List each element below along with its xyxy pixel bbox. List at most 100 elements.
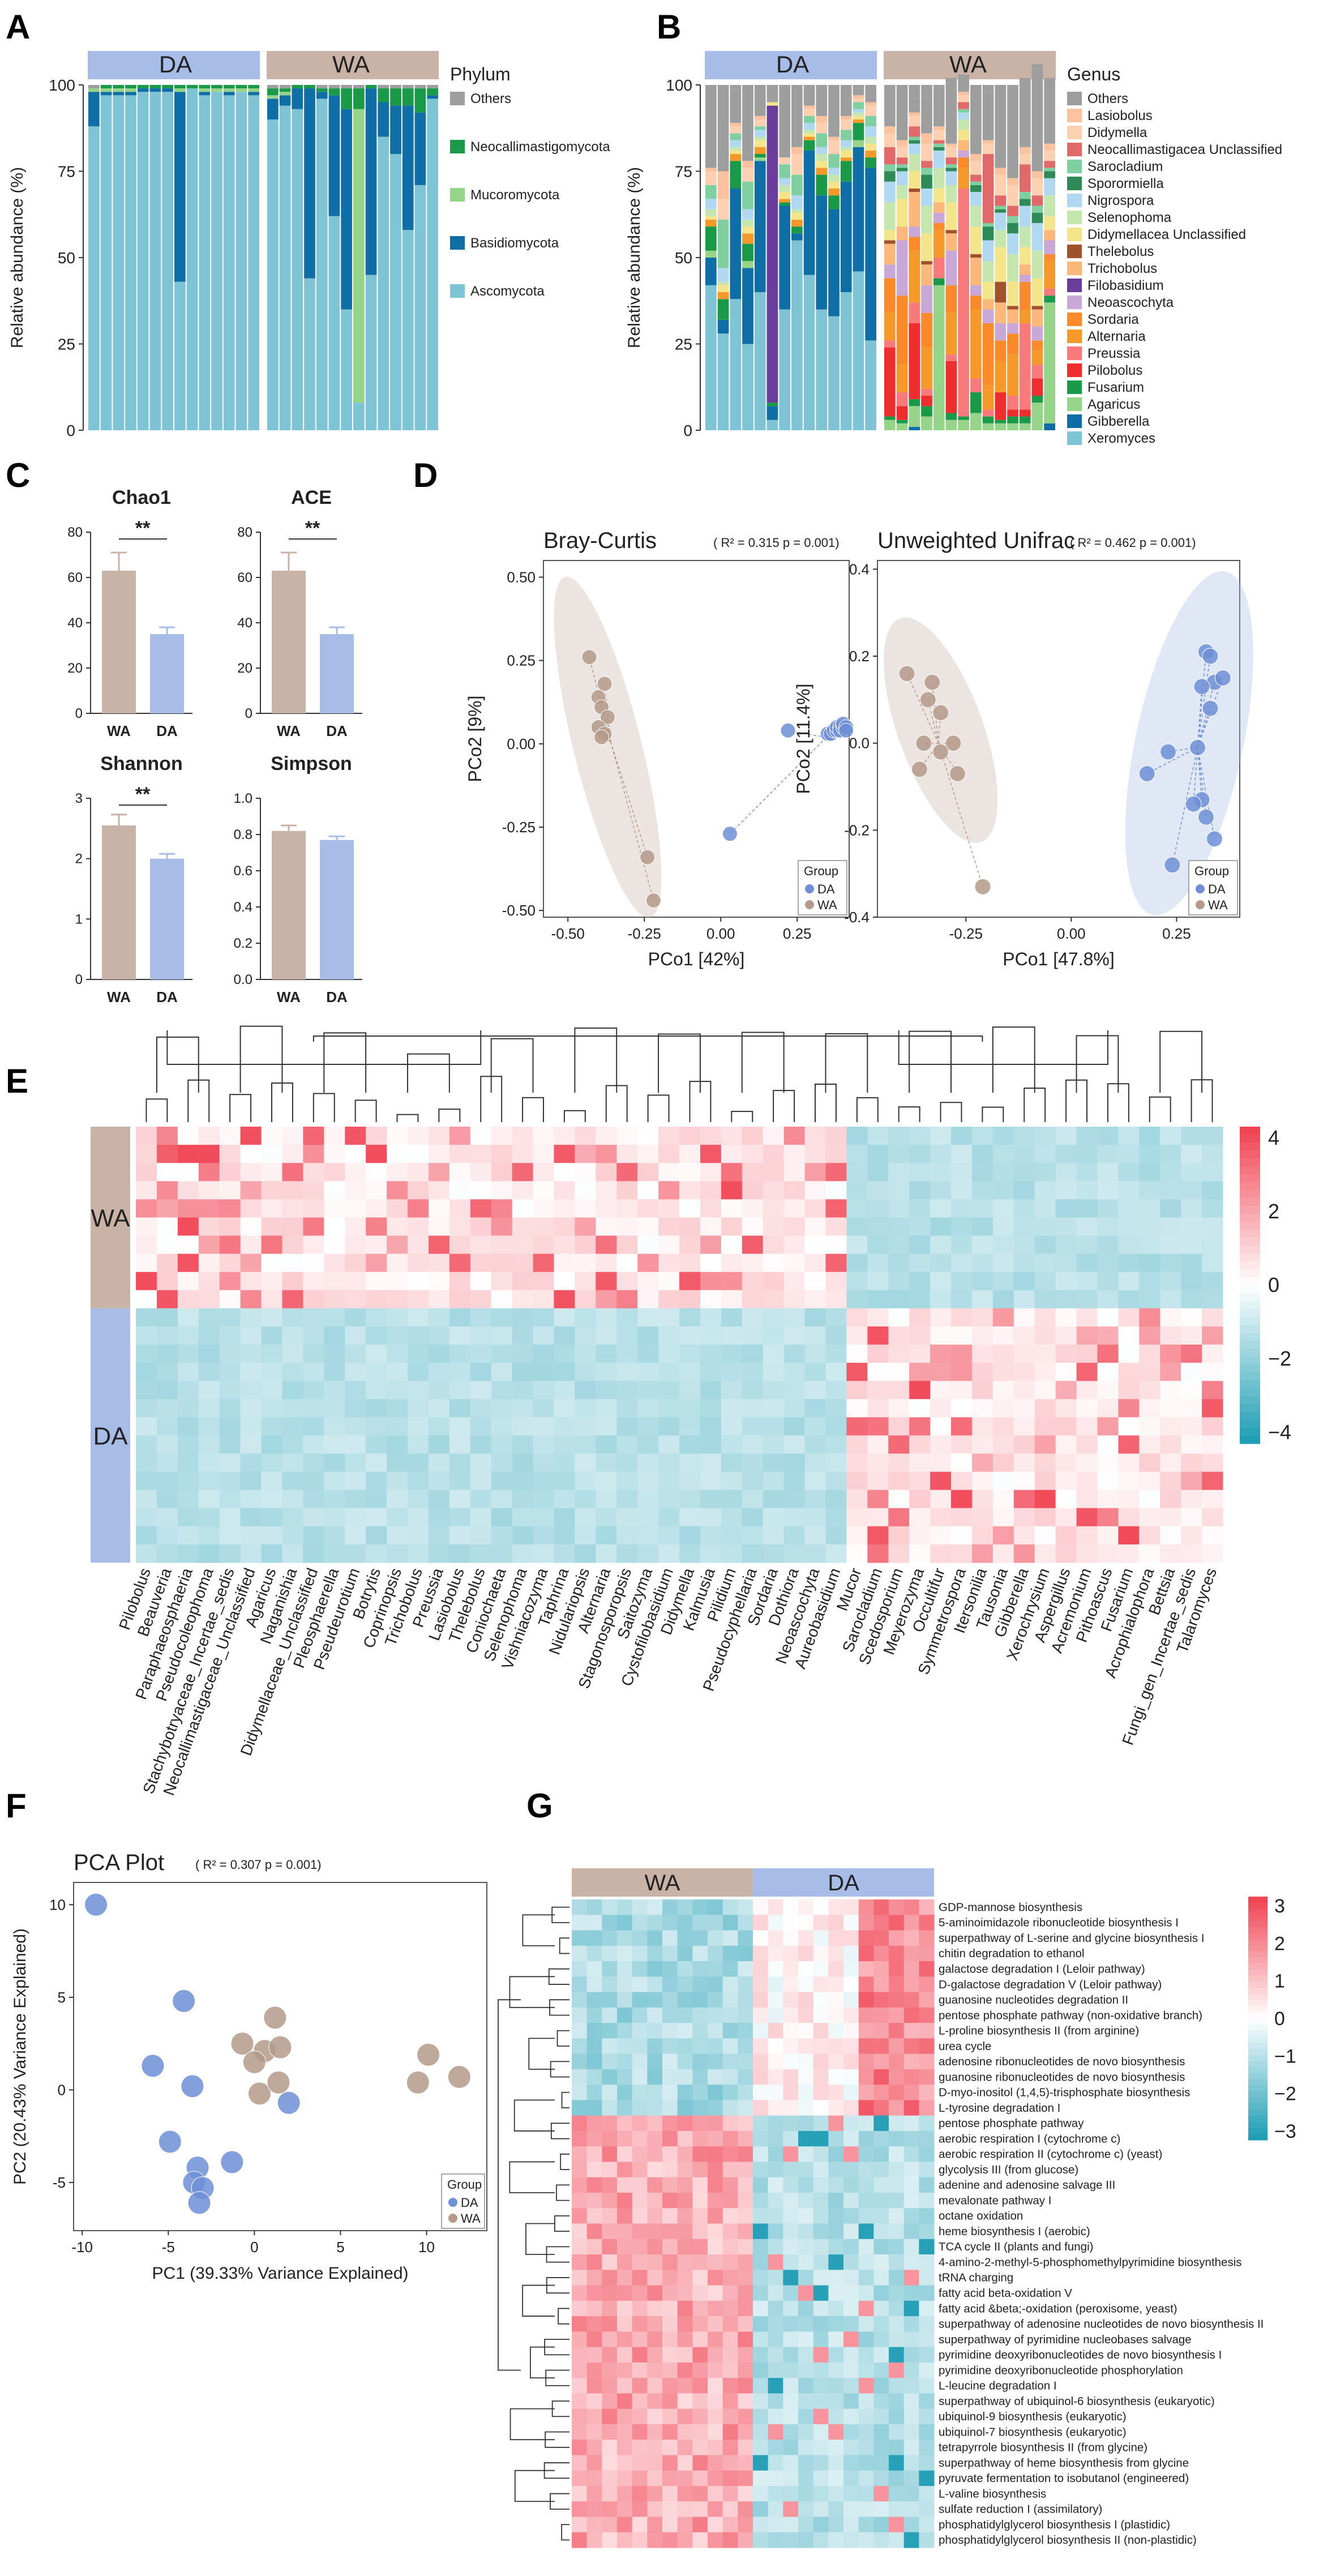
point-da — [158, 2130, 182, 2154]
heatmap-cell — [632, 2100, 648, 2116]
heatmap-cell — [136, 1435, 157, 1454]
heatmap-cell — [303, 1508, 324, 1527]
colorbar-step — [1248, 1897, 1267, 1903]
heatmap-cell — [156, 1326, 178, 1345]
heatmap-cell — [677, 1930, 693, 1946]
heatmap-cell — [596, 1235, 617, 1255]
heatmap-cell — [533, 1453, 554, 1473]
heatmap-cell — [846, 1127, 868, 1145]
heatmap-cell — [804, 1163, 826, 1182]
heatmap-cell — [596, 1526, 617, 1545]
bar-segment-trichobolus — [945, 233, 957, 251]
heatmap-cell — [616, 1363, 638, 1381]
heatmap-cell — [1097, 1127, 1119, 1145]
heatmap-cell — [1013, 1508, 1035, 1527]
heatmap-cell — [708, 2347, 723, 2363]
heatmap-cell — [1034, 1363, 1056, 1381]
heatmap-cell — [596, 1435, 617, 1454]
bar-segment-alternaria — [791, 219, 803, 227]
row-label: adenosine ribonucleotides de novo biosyn… — [939, 2055, 1185, 2068]
heatmap-cell — [679, 1417, 701, 1436]
heatmap-cell — [742, 1526, 764, 1545]
heatmap-cell — [889, 2440, 905, 2455]
bar-segment-didymella — [816, 123, 828, 134]
heatmap-cell — [1202, 1399, 1223, 1418]
heatmap-cell — [992, 1253, 1014, 1273]
heatmap-cell — [662, 1976, 678, 1993]
heatmap-cell — [919, 2532, 935, 2548]
bar-segment-others — [982, 85, 994, 92]
heatmap-cell — [692, 2007, 708, 2023]
heatmap-cell — [637, 1399, 659, 1418]
bar-segment-selenophoma — [779, 185, 790, 192]
heatmap-cell — [679, 1253, 701, 1273]
heatmap-cell — [722, 1992, 738, 2008]
heatmap-cell — [366, 1217, 387, 1236]
heatmap-cell — [873, 2223, 889, 2240]
heatmap-cell — [846, 1453, 868, 1473]
heatmap-cell — [753, 2440, 769, 2455]
heatmap-cell — [677, 2208, 693, 2224]
heatmap-cell — [1055, 1453, 1077, 1473]
heatmap-cell — [345, 1127, 366, 1145]
legend-swatch — [1067, 431, 1082, 445]
heatmap-cell — [1181, 1363, 1202, 1381]
group-label-da: DA — [776, 51, 809, 78]
heatmap-cell — [889, 2362, 905, 2378]
heatmap-cell — [753, 2485, 769, 2502]
bar-segment-neocallimastigacea-unclassified — [896, 157, 908, 165]
panel-d-bray-curtis-pcoa: Bray-Curtis( R² = 0.315 p = 0.001)-0.50-… — [465, 528, 854, 969]
panel-label-c: C — [6, 456, 30, 494]
heatmap-cell — [738, 2393, 753, 2410]
heatmap-cell — [783, 2485, 799, 2502]
heatmap-cell — [240, 1163, 262, 1182]
heatmap-cell — [408, 1544, 429, 1563]
heatmap-cell — [813, 2192, 829, 2209]
legend-swatch — [1067, 143, 1082, 156]
heatmap-cell — [219, 1544, 241, 1563]
heatmap-cell — [763, 1399, 785, 1418]
col-group-da — [753, 1868, 934, 1897]
heatmap-cell — [813, 2470, 829, 2487]
heatmap-cell — [1181, 1235, 1202, 1255]
heatmap-cell — [647, 1945, 663, 1962]
heatmap-cell — [662, 2254, 678, 2270]
heatmap-cell — [1076, 1435, 1098, 1454]
heatmap-cell — [1202, 1453, 1223, 1473]
heatmap-cell — [825, 1235, 847, 1255]
heatmap-cell — [783, 1453, 806, 1473]
bar-segment-sarocladium — [982, 223, 994, 227]
heatmap-cell — [903, 2300, 919, 2317]
heatmap-cell — [662, 2485, 678, 2502]
heatmap-cell — [1139, 1199, 1160, 1218]
heatmap-cell — [533, 1381, 554, 1400]
legend-label: Selenophoma — [1087, 210, 1172, 225]
bar-segment-preussia — [1007, 396, 1018, 410]
bar-segment-ascomycota — [137, 92, 149, 430]
heatmap-cell — [846, 1235, 868, 1255]
heatmap-cell — [930, 1526, 952, 1545]
heatmap-cell — [616, 1163, 638, 1182]
bar-segment-didymella — [945, 147, 957, 158]
heatmap-cell — [156, 1199, 178, 1218]
bar-segment-neocallimastigomycota — [174, 85, 186, 89]
heatmap-cell — [971, 1272, 993, 1291]
heatmap-cell — [930, 1290, 952, 1309]
heatmap-cell — [596, 1381, 617, 1400]
heatmap-cell — [617, 2270, 633, 2286]
heatmap-cell — [708, 2239, 723, 2255]
heatmap-cell — [768, 2455, 783, 2471]
heatmap-cell — [753, 2331, 769, 2348]
heatmap-cell — [572, 2162, 588, 2178]
heatmap-cell — [512, 1471, 534, 1491]
heatmap-cell — [282, 1381, 303, 1400]
heatmap-cell — [282, 1272, 303, 1291]
heatmap-cell — [1202, 1345, 1223, 1363]
heatmap-cell — [261, 1544, 282, 1563]
bar-segment-fusarium — [791, 226, 803, 234]
bar-segment-gibberella — [840, 181, 852, 292]
bar-segment-sordaria — [1044, 254, 1055, 262]
bar-segment-sporormiella — [896, 168, 908, 172]
colorbar-step — [1240, 1127, 1260, 1135]
x-axis-label: PCo1 [47.8%] — [1003, 949, 1114, 969]
